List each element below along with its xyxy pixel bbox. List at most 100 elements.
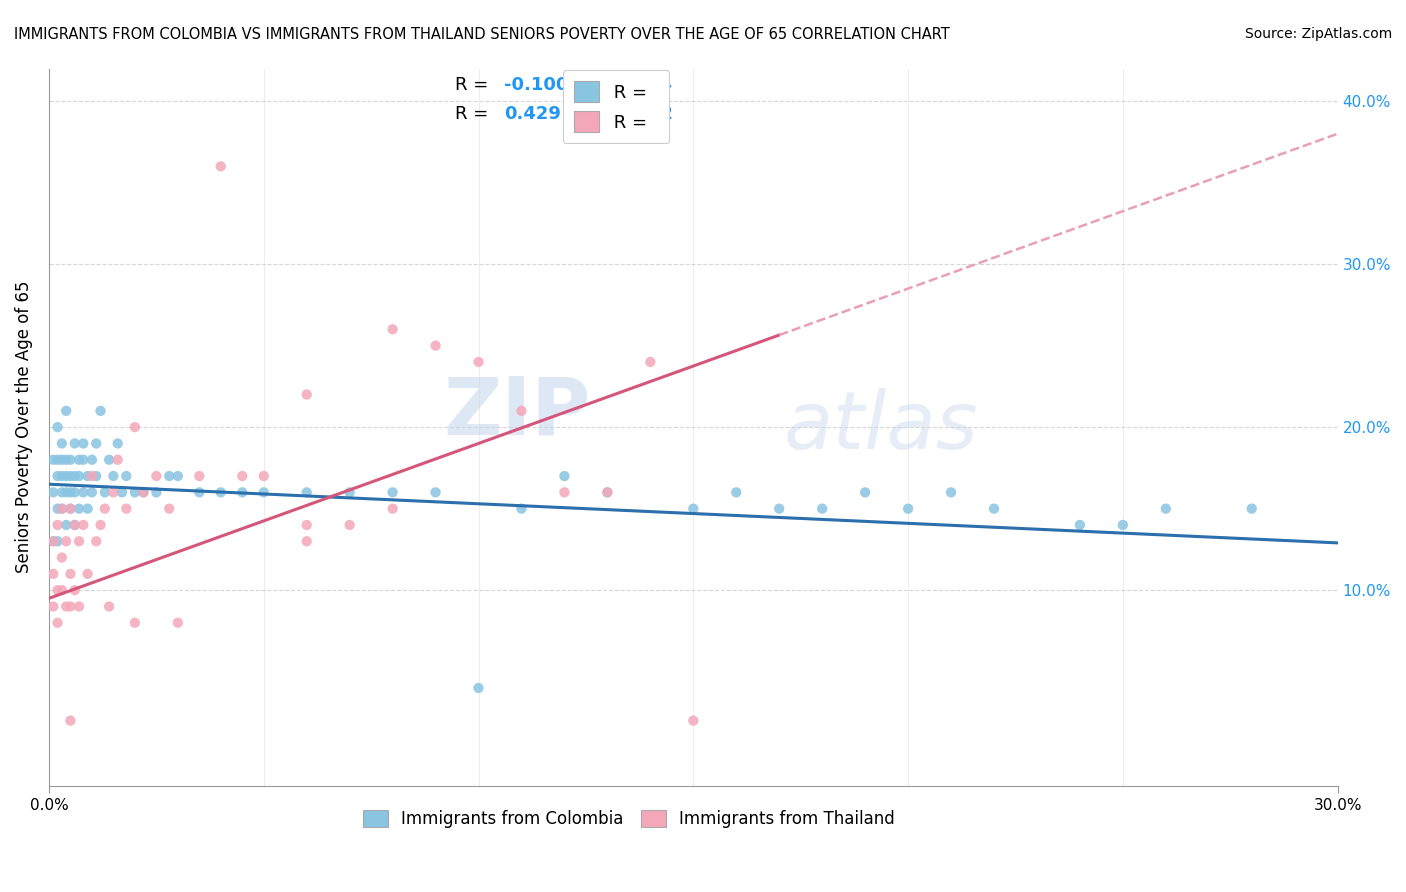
Point	[115, 501, 138, 516]
Point	[67, 469, 90, 483]
Point	[209, 159, 232, 173]
Point	[84, 436, 107, 450]
Point	[166, 615, 188, 630]
Point	[67, 501, 90, 516]
Point	[553, 469, 575, 483]
Point	[640, 355, 662, 369]
Text: Source: ZipAtlas.com: Source: ZipAtlas.com	[1244, 27, 1392, 41]
Point	[55, 534, 77, 549]
Point	[55, 599, 77, 614]
Point	[89, 518, 111, 533]
Point	[381, 501, 404, 516]
Point	[55, 404, 77, 418]
Point	[253, 485, 276, 500]
Text: atlas: atlas	[783, 388, 979, 467]
Point	[98, 452, 121, 467]
Point	[55, 452, 77, 467]
Text: N =: N =	[603, 104, 637, 123]
Point	[1240, 501, 1263, 516]
Point	[103, 485, 125, 500]
Point	[51, 485, 73, 500]
Point	[295, 485, 318, 500]
Point	[510, 404, 533, 418]
Point	[51, 583, 73, 598]
Point	[80, 469, 103, 483]
Point	[132, 485, 155, 500]
Point	[51, 469, 73, 483]
Point	[59, 485, 82, 500]
Point	[94, 485, 117, 500]
Point	[1112, 518, 1135, 533]
Point	[157, 469, 180, 483]
Point	[295, 534, 318, 549]
Point	[42, 566, 65, 581]
Point	[51, 550, 73, 565]
Point	[72, 485, 94, 500]
Point	[59, 714, 82, 728]
Point	[853, 485, 876, 500]
Point	[339, 518, 361, 533]
Point	[1154, 501, 1177, 516]
Text: R =: R =	[456, 104, 488, 123]
Point	[63, 436, 86, 450]
Point	[76, 469, 98, 483]
Point	[157, 501, 180, 516]
Point	[80, 485, 103, 500]
Point	[939, 485, 962, 500]
Point	[72, 518, 94, 533]
Point	[596, 485, 619, 500]
Point	[253, 469, 276, 483]
Point	[231, 485, 253, 500]
Point	[51, 501, 73, 516]
Text: N =: N =	[603, 76, 637, 94]
Point	[55, 485, 77, 500]
Legend: Immigrants from Colombia, Immigrants from Thailand: Immigrants from Colombia, Immigrants fro…	[357, 804, 901, 835]
Point	[51, 501, 73, 516]
Text: -0.100: -0.100	[503, 76, 568, 94]
Point	[467, 355, 489, 369]
Point	[166, 469, 188, 483]
Point	[46, 583, 69, 598]
Point	[51, 452, 73, 467]
Point	[46, 615, 69, 630]
Point	[188, 469, 211, 483]
Point	[67, 599, 90, 614]
Point	[768, 501, 790, 516]
Point	[682, 714, 704, 728]
Point	[89, 404, 111, 418]
Point	[1069, 518, 1091, 533]
Point	[63, 469, 86, 483]
Point	[145, 469, 167, 483]
Text: 52: 52	[648, 104, 673, 123]
Point	[381, 485, 404, 500]
Point	[42, 534, 65, 549]
Point	[425, 485, 447, 500]
Point	[67, 452, 90, 467]
Point	[682, 501, 704, 516]
Point	[63, 518, 86, 533]
Text: ZIP: ZIP	[443, 374, 591, 452]
Point	[55, 469, 77, 483]
Point	[42, 534, 65, 549]
Point	[59, 599, 82, 614]
Point	[295, 387, 318, 401]
Point	[231, 469, 253, 483]
Point	[42, 485, 65, 500]
Y-axis label: Seniors Poverty Over the Age of 65: Seniors Poverty Over the Age of 65	[15, 281, 32, 574]
Point	[983, 501, 1005, 516]
Point	[84, 534, 107, 549]
Point	[553, 485, 575, 500]
Point	[467, 681, 489, 695]
Point	[596, 485, 619, 500]
Point	[209, 485, 232, 500]
Text: IMMIGRANTS FROM COLOMBIA VS IMMIGRANTS FROM THAILAND SENIORS POVERTY OVER THE AG: IMMIGRANTS FROM COLOMBIA VS IMMIGRANTS F…	[14, 27, 950, 42]
Point	[103, 469, 125, 483]
Point	[46, 469, 69, 483]
Point	[42, 452, 65, 467]
Point	[124, 420, 146, 434]
Point	[67, 534, 90, 549]
Text: R =: R =	[456, 76, 488, 94]
Point	[94, 501, 117, 516]
Point	[381, 322, 404, 336]
Point	[46, 420, 69, 434]
